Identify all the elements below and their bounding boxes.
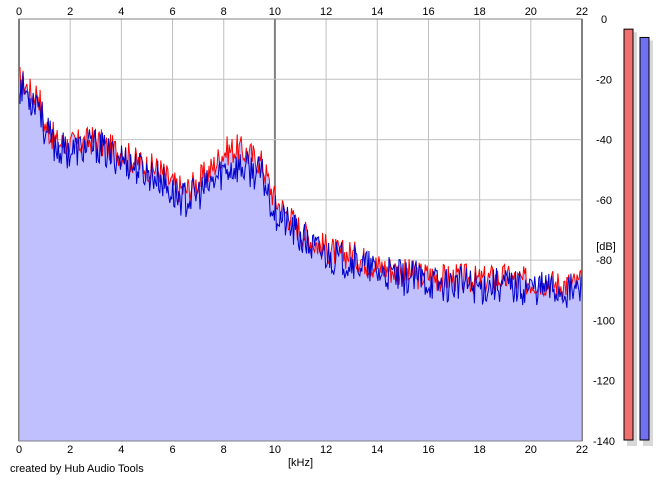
y-tick--120: -120 (593, 376, 615, 388)
x-tick-top-4: 4 (118, 6, 124, 18)
y-tick--100: -100 (593, 315, 615, 327)
x-tick-top-2: 2 (67, 6, 73, 18)
y-tick--140: -140 (593, 436, 615, 448)
series-line-right (18, 72, 583, 308)
x-tick-top-6: 6 (169, 6, 175, 18)
x-tick-bottom-16: 16 (422, 444, 434, 456)
x-tick-bottom-8: 8 (221, 444, 227, 456)
spectrum-fill (19, 67, 582, 441)
plot-frame (18, 18, 583, 442)
x-tick-bottom-0: 0 (16, 444, 22, 456)
y-axis-ticks: 0 -20 -40 -60 -80 -100 -120 -140 (593, 14, 615, 448)
x-tick-top-22: 22 (576, 6, 588, 18)
x-tick-bottom-10: 10 (269, 444, 281, 456)
meter-left-bar (623, 28, 634, 441)
x-tick-top-16: 16 (422, 6, 434, 18)
x-tick-top-18: 18 (474, 6, 486, 18)
spectrum-area (19, 67, 582, 441)
x-tick-bottom-14: 14 (371, 444, 383, 456)
x-axis-unit-label: [kHz] (288, 457, 313, 469)
x-tick-bottom-20: 20 (525, 444, 537, 456)
x-tick-bottom-22: 22 (576, 444, 588, 456)
y-tick-0: 0 (601, 14, 607, 26)
x-tick-bottom-2: 2 (67, 444, 73, 456)
x-tick-bottom-18: 18 (474, 444, 486, 456)
level-meters (623, 28, 653, 447)
x-tick-bottom-6: 6 (169, 444, 175, 456)
y-axis-unit-label: [dB] (596, 241, 616, 253)
spectrum-series (18, 67, 583, 308)
y-tick--20: -20 (596, 74, 612, 86)
x-axis-top-ticks: 0 2 4 6 8 10 12 14 16 18 20 22 (16, 6, 588, 18)
x-axis-bottom-ticks: 0 2 4 6 8 10 12 14 16 18 20 22 (16, 444, 588, 456)
x-tick-top-20: 20 (525, 6, 537, 18)
x-tick-bottom-12: 12 (320, 444, 332, 456)
x-tick-top-10: 10 (269, 6, 281, 18)
y-tick--40: -40 (596, 135, 612, 147)
y-tick--80: -80 (596, 255, 612, 267)
credit-text: created by Hub Audio Tools (10, 463, 144, 475)
x-tick-top-8: 8 (221, 6, 227, 18)
x-tick-top-14: 14 (371, 6, 383, 18)
y-tick--60: -60 (596, 195, 612, 207)
x-tick-bottom-4: 4 (118, 444, 124, 456)
x-tick-top-0: 0 (16, 6, 22, 18)
meter-right-bar (639, 36, 650, 441)
plot-border (18, 18, 583, 442)
x-tick-top-12: 12 (320, 6, 332, 18)
